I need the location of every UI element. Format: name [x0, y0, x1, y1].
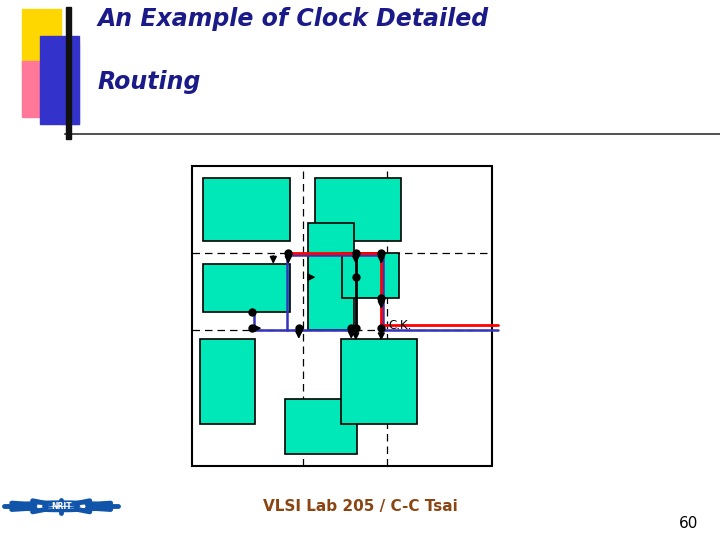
- Text: C.K.: C.K.: [389, 319, 412, 332]
- Bar: [203, 264, 289, 312]
- Text: Routing: Routing: [97, 70, 201, 94]
- Bar: [22, 61, 68, 117]
- Bar: [315, 178, 401, 241]
- Bar: [308, 223, 354, 330]
- Bar: [285, 399, 357, 454]
- Text: 60: 60: [679, 516, 698, 531]
- Bar: [40, 36, 79, 124]
- Bar: [22, 9, 61, 70]
- Bar: [66, 7, 71, 138]
- Bar: [203, 178, 289, 241]
- Circle shape: [43, 505, 79, 508]
- Bar: [61, 44, 79, 124]
- Bar: [200, 339, 256, 424]
- Bar: [192, 166, 492, 466]
- Bar: [341, 339, 418, 424]
- Bar: [342, 253, 400, 298]
- Text: VLSI Lab 205 / C-C Tsai: VLSI Lab 205 / C-C Tsai: [263, 499, 457, 514]
- Text: An Example of Clock Detailed: An Example of Clock Detailed: [97, 7, 488, 31]
- Text: NRIT: NRIT: [51, 502, 71, 511]
